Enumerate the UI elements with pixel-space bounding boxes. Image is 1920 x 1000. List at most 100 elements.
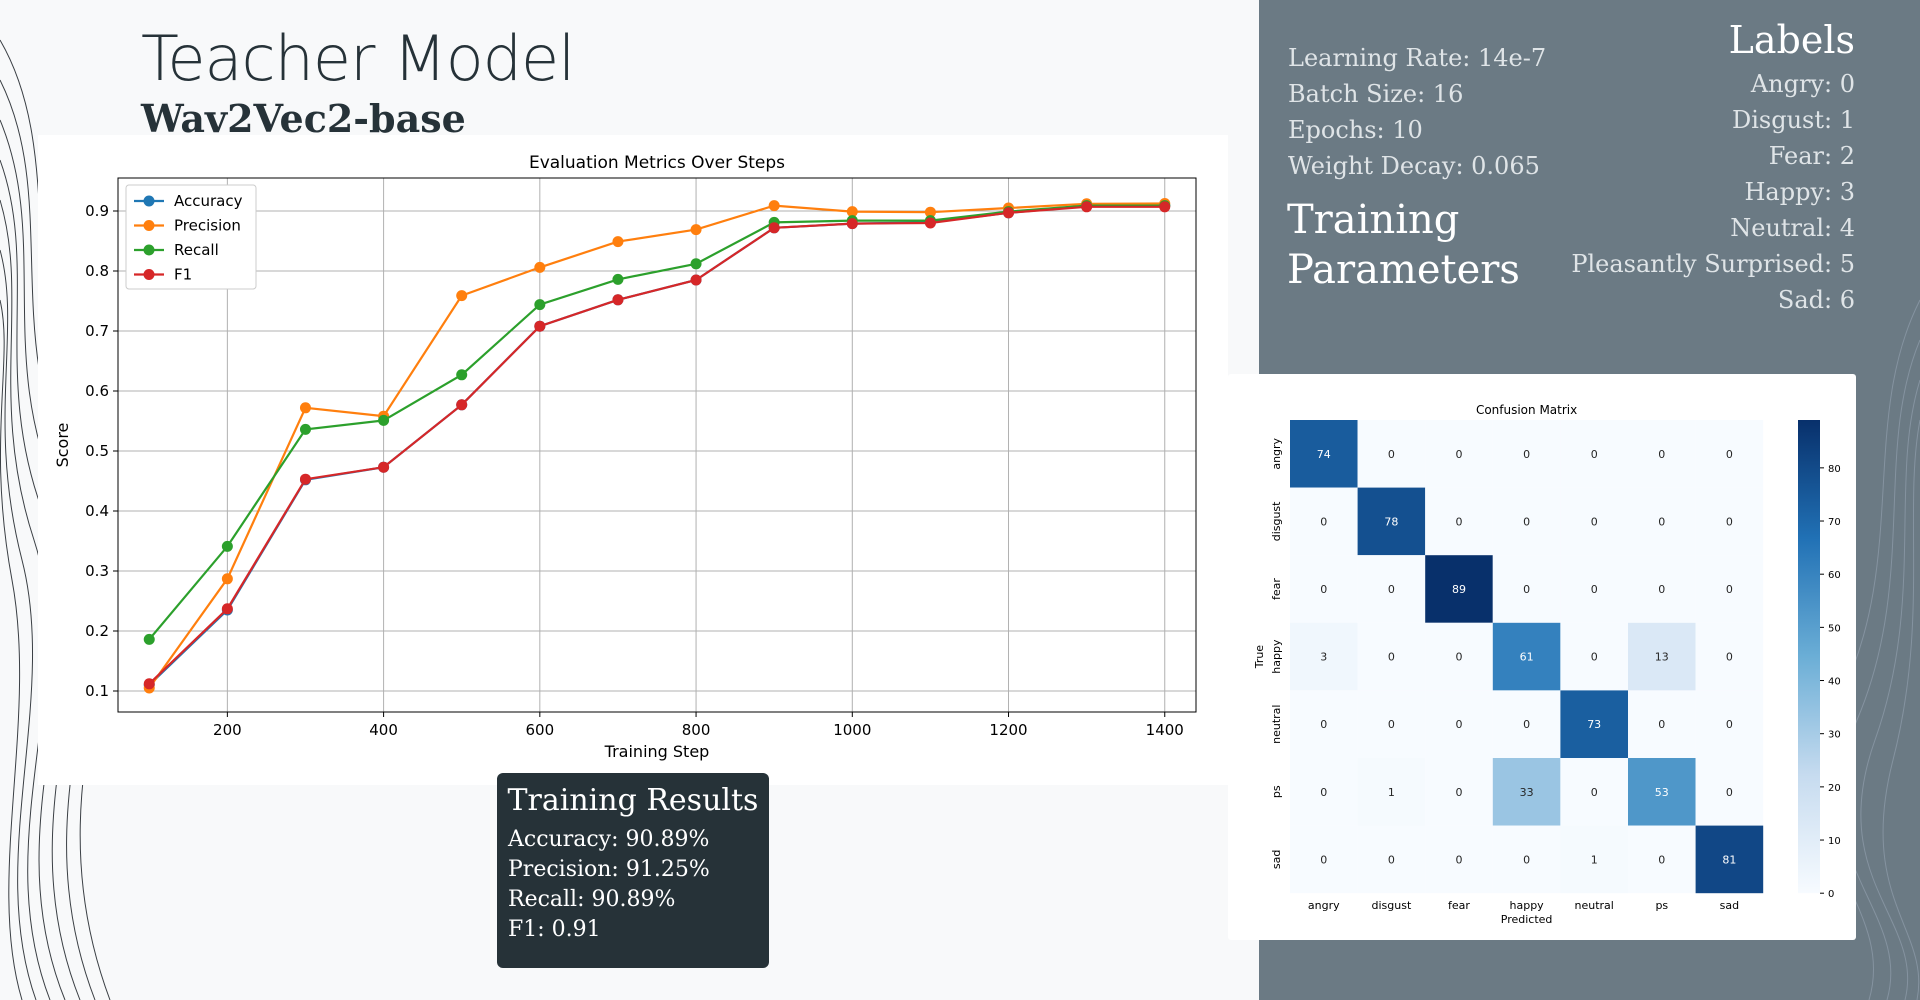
legend-label: Precision	[174, 217, 241, 235]
cm-cell	[1425, 622, 1493, 691]
legend-marker	[143, 220, 155, 231]
cm-cell	[1560, 758, 1628, 826]
cm-cell-value: 78	[1384, 515, 1398, 528]
cm-cell-value: 0	[1456, 786, 1463, 799]
training-parameters-list: Learning Rate: 14e-7 Batch Size: 16 Epoc…	[1288, 40, 1546, 184]
data-point-recall	[456, 369, 468, 381]
cm-cell	[1560, 555, 1628, 623]
colorbar-tick-label: 80	[1828, 464, 1841, 475]
data-point-f1	[1003, 207, 1015, 219]
data-point-recall	[299, 423, 311, 435]
cm-cell	[1357, 825, 1426, 894]
x-tick-label: 800	[682, 721, 711, 739]
cm-cell-value: 0	[1591, 583, 1598, 596]
x-axis-label: Training Step	[604, 742, 710, 761]
data-point-f1	[612, 294, 624, 306]
cm-cell	[1357, 690, 1426, 758]
legend-label: F1	[174, 266, 192, 284]
cm-cell-value: 73	[1587, 718, 1601, 731]
cm-cell	[1357, 622, 1426, 691]
legend-marker	[143, 244, 155, 256]
cm-cell-value: 0	[1658, 583, 1665, 596]
data-point-precision	[768, 200, 780, 212]
labels-list: Angry: 0 Disgust: 1 Fear: 2 Happy: 3 Neu…	[1571, 66, 1855, 318]
x-tick-label: 400	[369, 721, 398, 739]
data-point-f1	[1081, 201, 1093, 213]
colorbar-tick-label: 10	[1828, 836, 1841, 847]
cm-cell	[1425, 825, 1493, 894]
y-tick-label: 0.5	[85, 442, 109, 460]
cm-title: Confusion Matrix	[1476, 403, 1577, 417]
cm-cell	[1560, 487, 1628, 556]
metrics-line-chart: 200 400 600 800 1000 1200 1400 0.1 0.2 0.3 0.4 0.5 0…	[53, 153, 1197, 761]
series-line-f1	[148, 205, 1165, 685]
series-line-accuracy	[148, 204, 1165, 686]
cm-y-tick-label: angry	[1270, 437, 1283, 469]
data-point-f1	[299, 473, 311, 485]
cm-x-tick-label: sad	[1720, 899, 1739, 912]
data-point-recall	[612, 273, 624, 285]
data-point-precision	[221, 573, 233, 585]
cm-cell-value: 0	[1591, 651, 1598, 664]
colorbar-tick-label: 50	[1828, 623, 1841, 634]
cm-cell-value: 33	[1520, 786, 1534, 799]
cm-cell-value: 0	[1591, 515, 1598, 528]
cm-y-tick-label: fear	[1270, 578, 1283, 600]
cm-cell	[1628, 825, 1696, 894]
label-item: Angry: 0	[1750, 70, 1855, 98]
cm-cell-value: 0	[1523, 515, 1530, 528]
y-tick-label: 0.4	[85, 502, 109, 520]
cm-cell	[1357, 758, 1426, 826]
data-point-f1	[378, 461, 390, 473]
cm-cell-value: 61	[1520, 651, 1534, 664]
data-point-precision	[924, 206, 936, 218]
results-title: Training Results	[507, 783, 759, 818]
data-point-f1	[846, 218, 858, 230]
chart-title: Evaluation Metrics Over Steps	[529, 153, 785, 173]
result-accuracy: Accuracy: 90.89%	[508, 827, 710, 852]
data-point-recall	[690, 258, 702, 270]
data-point-precision	[612, 236, 624, 248]
cm-cell-value: 0	[1456, 718, 1463, 731]
data-point-recall	[143, 633, 155, 645]
data-point-f1	[221, 603, 233, 615]
cm-cell-value: 0	[1456, 515, 1463, 528]
cm-cell	[1492, 555, 1561, 623]
cm-cell-value: 13	[1655, 651, 1669, 664]
cm-cell-value: 0	[1523, 718, 1530, 731]
cm-cell	[1560, 622, 1628, 691]
cm-cell	[1695, 420, 1764, 488]
cm-cell	[1290, 825, 1358, 894]
cm-x-tick-label: neutral	[1575, 899, 1614, 912]
data-point-precision	[690, 224, 702, 236]
cm-x-tick-label: angry	[1308, 899, 1340, 912]
data-point-f1	[143, 678, 155, 690]
y-tick-label: 0.8	[85, 262, 109, 280]
label-item: Happy: 3	[1744, 178, 1855, 206]
cm-x-axis-label: Predicted	[1501, 913, 1553, 926]
data-point-precision	[846, 206, 858, 218]
cm-cell-value: 0	[1456, 651, 1463, 664]
cm-cell-value: 81	[1722, 853, 1736, 866]
cm-cell-value: 53	[1655, 786, 1669, 799]
confusion-matrix-heatmap: Confusion Matrix 74 0 0 0 0 0 0 0 78 0 0 0 0 0 0 0 89 0 0 0 0…	[1253, 403, 1841, 926]
cm-cell-value: 0	[1456, 853, 1463, 866]
series-line-precision	[148, 202, 1165, 689]
cm-x-tick-label: happy	[1510, 899, 1545, 912]
cm-cell	[1628, 420, 1696, 488]
cm-y-axis-label: True	[1253, 645, 1266, 670]
cm-cell-value: 0	[1388, 583, 1395, 596]
cm-cell-value: 0	[1320, 583, 1327, 596]
cm-cell-value: 0	[1320, 515, 1327, 528]
data-point-precision	[299, 402, 311, 414]
cm-cell-value: 0	[1726, 515, 1733, 528]
cm-cell-value: 0	[1658, 853, 1665, 866]
cm-cell	[1425, 487, 1493, 556]
y-tick-label: 0.1	[85, 682, 109, 700]
result-f1: F1: 0.91	[508, 917, 601, 942]
label-item: Sad: 6	[1777, 286, 1855, 314]
data-point-f1	[456, 399, 468, 411]
x-tick-label: 1000	[833, 721, 871, 739]
cm-cell	[1628, 622, 1696, 691]
labels-heading: Labels	[1728, 18, 1855, 62]
